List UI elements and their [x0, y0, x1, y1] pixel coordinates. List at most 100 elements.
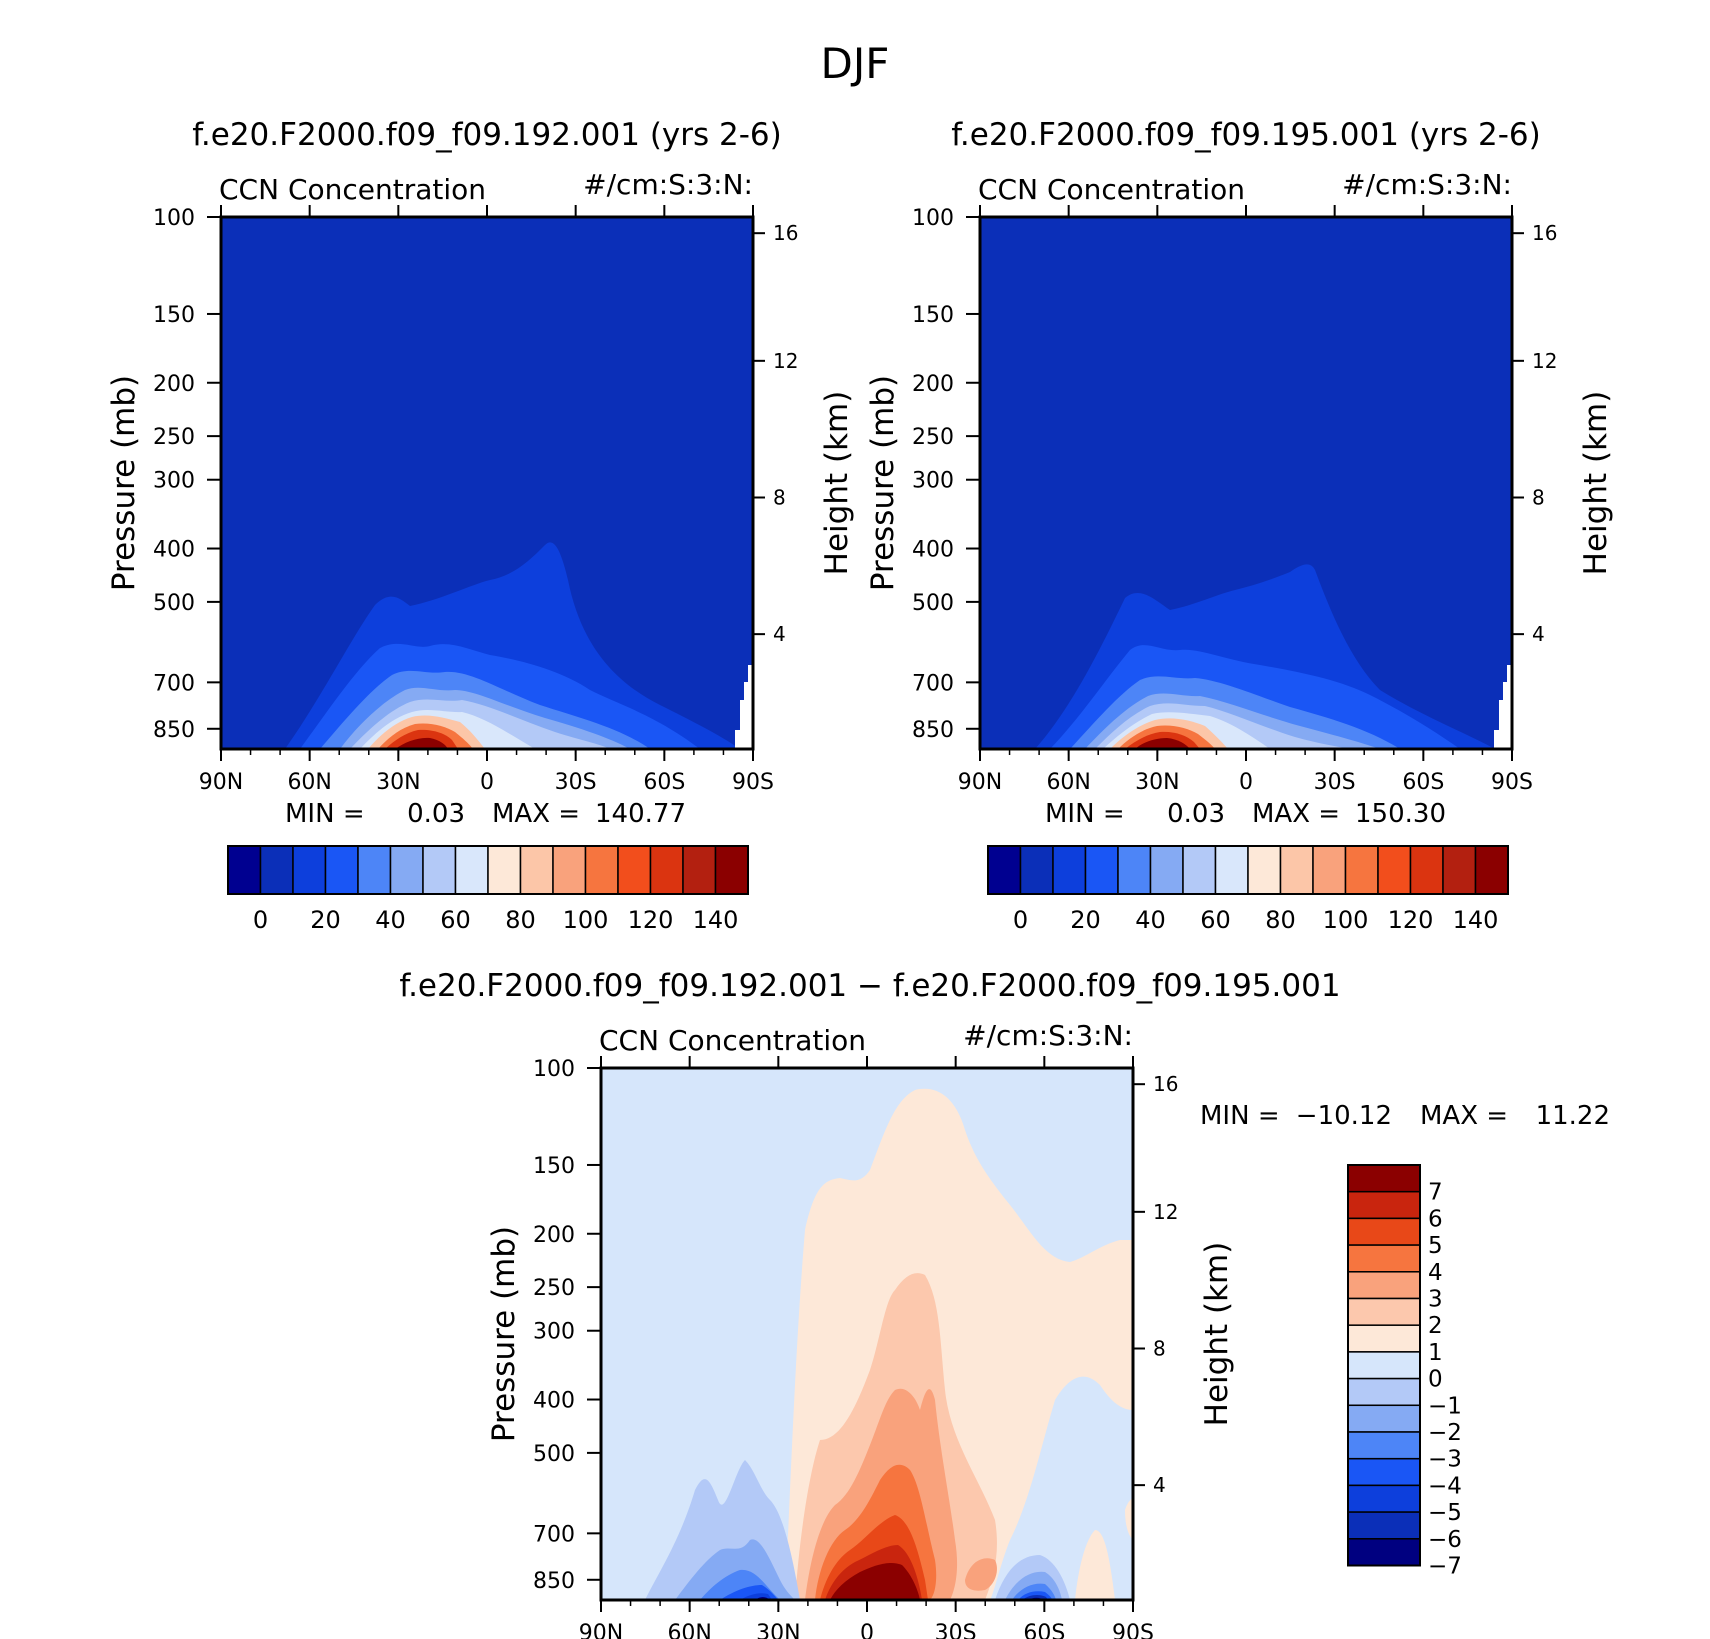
right-tick-label: 12	[1532, 349, 1557, 373]
colorbar-label: 20	[1070, 906, 1101, 934]
y-tick-label: 850	[912, 718, 954, 743]
y-tick-label: 100	[533, 1057, 575, 1082]
colorbar-box	[1347, 1164, 1421, 1193]
y-tick-label: 400	[912, 538, 954, 563]
y-tick-label: 500	[912, 591, 954, 616]
right-tick-label: 12	[1153, 1200, 1178, 1224]
x-tick-label: 30S	[935, 1621, 977, 1639]
colorbar-frame	[987, 845, 1509, 895]
panel-3-ylabel-right: Height (km)	[1199, 1242, 1235, 1427]
panel-1-ylabel: Pressure (mb)	[106, 375, 142, 591]
panel-3-subtitle-right: #/cm:S:3:N:	[963, 1019, 1133, 1052]
x-tick-label: 90N	[958, 770, 1002, 795]
colorbar-box	[1347, 1511, 1421, 1540]
colorbar-label: 7	[1428, 1180, 1443, 1206]
x-tick-label: 30N	[756, 1621, 800, 1639]
x-tick-label: 30S	[555, 770, 597, 795]
y-tick-label: 850	[153, 718, 195, 743]
panel-1-max-value: 140.77	[595, 799, 686, 829]
colorbar-box	[552, 845, 587, 895]
colorbar-box	[1347, 1538, 1421, 1567]
panel-1: f.e20.F2000.f09_f09.192.001 (yrs 2-6) CC…	[106, 117, 855, 934]
y-tick-label: 400	[533, 1389, 575, 1414]
y-tick-label: 500	[153, 591, 195, 616]
y-tick-label: 400	[153, 538, 195, 563]
contour-level	[830, 1562, 920, 1600]
colorbar-label: 60	[440, 906, 471, 934]
colorbar-box	[1084, 845, 1119, 895]
panel-3-min-label: MIN =	[1200, 1101, 1280, 1131]
colorbar-label: 6	[1428, 1206, 1443, 1232]
colorbar-box	[357, 845, 392, 895]
panel-1-contours	[221, 217, 753, 749]
colorbar-label: −2	[1428, 1420, 1462, 1446]
colorbar-label: 120	[628, 906, 674, 934]
colorbar-box	[1182, 845, 1217, 895]
colorbar-label: 40	[375, 906, 406, 934]
colorbar-label: 3	[1428, 1287, 1443, 1313]
colorbar-box	[1347, 1457, 1421, 1487]
colorbar-box	[1347, 1244, 1421, 1273]
panel-3-right-axis: 16 12 8 4	[1133, 1072, 1178, 1497]
panel-3-subtitle-left: CCN Concentration	[599, 1024, 866, 1057]
colorbar-box	[422, 845, 457, 895]
y-tick-label: 300	[912, 469, 954, 494]
panel-1-colorbar: 0 20 40 60 80 100 120 140	[227, 845, 749, 934]
panel-1-subtitle-right: #/cm:S:3:N:	[583, 168, 753, 201]
panel-2-contours	[980, 217, 1512, 749]
panel-1-right-axis: 16 12 8 4	[753, 221, 798, 646]
contour-level	[395, 737, 448, 749]
colorbar-label: 120	[1388, 906, 1434, 934]
panel-1-subtitle-left: CCN Concentration	[219, 173, 486, 206]
colorbar-box	[1474, 845, 1509, 895]
colorbar-box	[1347, 1377, 1421, 1407]
colorbar-box	[227, 845, 262, 895]
colorbar-box	[1347, 1431, 1421, 1460]
right-tick-label: 16	[1153, 1072, 1178, 1096]
right-tick-label: 16	[1532, 221, 1557, 245]
x-tick-label: 90S	[732, 770, 774, 795]
panel-2-y-axis: 100 150 200 250 300 400 500 700 850	[912, 206, 980, 743]
colorbar-box	[584, 845, 619, 895]
panel-3-min-value: −10.12	[1296, 1101, 1392, 1131]
colorbar-label: 80	[1265, 906, 1296, 934]
colorbar-label: 20	[310, 906, 341, 934]
panel-2-max-value: 150.30	[1355, 799, 1446, 829]
colorbar-label: 140	[1453, 906, 1499, 934]
right-tick-label: 16	[773, 221, 798, 245]
colorbar-label: 1	[1428, 1340, 1443, 1366]
colorbar-box	[682, 845, 717, 895]
contour-level	[965, 1558, 997, 1591]
panel-2-title: f.e20.F2000.f09_f09.195.001 (yrs 2-6)	[951, 117, 1541, 153]
panel-3-contours	[601, 1068, 1133, 1600]
colorbar-box	[649, 845, 684, 895]
colorbar-box	[1347, 1484, 1421, 1513]
x-tick-label: 30N	[1135, 770, 1179, 795]
x-tick-label: 0	[860, 1621, 874, 1639]
colorbar-label: 0	[1428, 1367, 1443, 1393]
colorbar-box	[987, 845, 1022, 895]
y-tick-label: 200	[153, 372, 195, 397]
contour-level	[1125, 1498, 1133, 1540]
panel-2-ylabel-right: Height (km)	[1578, 391, 1614, 576]
colorbar-box	[292, 845, 327, 895]
right-tick-label: 8	[1153, 1336, 1166, 1360]
panel-3: f.e20.F2000.f09_f09.192.001 − f.e20.F200…	[399, 968, 1610, 1639]
missing-data	[1494, 665, 1512, 749]
panel-2-ylabel: Pressure (mb)	[865, 375, 901, 591]
panel-2-colorbar: 0 20 40 60 80 100 120 140	[987, 845, 1509, 934]
colorbar-box	[324, 845, 359, 895]
x-tick-label: 60N	[667, 1621, 711, 1639]
panel-3-max-label: MAX =	[1420, 1101, 1508, 1131]
colorbar-label: −4	[1428, 1473, 1462, 1499]
colorbar-label: −6	[1428, 1527, 1462, 1553]
colorbar-label: 100	[563, 906, 609, 934]
x-tick-label: 0	[480, 770, 494, 795]
x-tick-label: 90N	[199, 770, 243, 795]
colorbar-box	[1052, 845, 1087, 895]
x-tick-label: 90S	[1112, 1621, 1154, 1639]
colorbar-label: −3	[1428, 1447, 1462, 1473]
panel-2-subtitle-left: CCN Concentration	[978, 173, 1245, 206]
